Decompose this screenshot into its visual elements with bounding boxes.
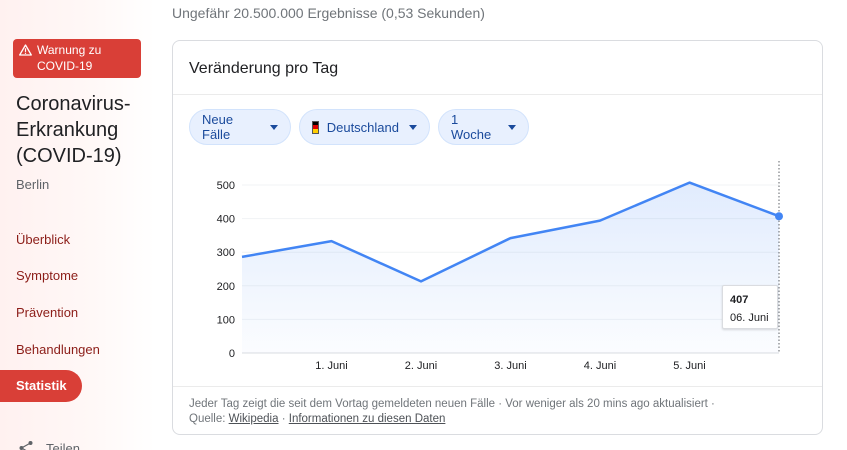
- tooltip-date: 06. Juni: [730, 312, 769, 324]
- topic-title: Coronavirus-Erkrankung (COVID-19): [16, 93, 131, 167]
- caret-down-icon: [270, 124, 278, 130]
- warning-label: Warnung zu COVID-19: [37, 43, 102, 73]
- metric-dropdown[interactable]: Neue Fälle: [189, 109, 291, 145]
- y-tick-label: 500: [217, 180, 235, 192]
- separator: ·: [281, 413, 286, 425]
- data-point: [775, 212, 783, 221]
- divider: [173, 386, 822, 387]
- x-tick-label: 1. Juni: [315, 360, 347, 372]
- footer-note: Jeder Tag zeigt die seit dem Vortag geme…: [189, 398, 715, 410]
- cases-line-chart: 0 100 200 300 400 500 1. Juni 2. Juni 3. Juni 4. …: [217, 161, 783, 372]
- sidebar-item-prevention[interactable]: Prävention: [16, 305, 79, 320]
- sidebar-item-treatments[interactable]: Behandlungen: [16, 342, 100, 357]
- sidebar: Warnung zu COVID-19 Coronavirus-Erkranku…: [0, 0, 155, 450]
- share-button[interactable]: Teilen: [18, 440, 80, 450]
- y-tick-label: 400: [217, 214, 235, 226]
- data-info-link[interactable]: Informationen zu diesen Daten: [288, 413, 446, 425]
- x-tick-label: 4. Juni: [584, 360, 616, 372]
- footer-source: Quelle: Wikipedia · Informationen zu die…: [189, 412, 445, 426]
- y-tick-label: 0: [229, 348, 235, 360]
- caret-down-icon: [508, 124, 516, 130]
- series-line: [241, 181, 780, 283]
- topic-location: Berlin: [16, 177, 50, 192]
- chart-tooltip: 407 06. Juni: [722, 285, 778, 329]
- x-tick-label: 2. Juni: [405, 360, 437, 372]
- statistics-card: Veränderung pro Tag Neue Fälle Deutschla…: [172, 40, 823, 435]
- range-dropdown-label: 1 Woche: [451, 112, 492, 142]
- range-dropdown[interactable]: 1 Woche: [438, 109, 529, 145]
- metric-dropdown-label: Neue Fälle: [202, 112, 234, 142]
- sidebar-item-statistics[interactable]: Statistik: [0, 370, 82, 402]
- area-fill: [242, 182, 779, 353]
- divider: [173, 94, 822, 95]
- warning-icon: [19, 44, 32, 56]
- source-link-wikipedia[interactable]: Wikipedia: [228, 413, 279, 425]
- covid-warning-badge[interactable]: Warnung zu COVID-19: [13, 39, 141, 78]
- source-label: Quelle:: [189, 413, 226, 425]
- share-icon: [19, 441, 33, 450]
- x-tick-label: 3. Juni: [494, 360, 526, 372]
- tooltip-value: 407: [730, 294, 749, 306]
- y-tick-label: 200: [217, 281, 235, 293]
- caret-down-icon: [409, 124, 417, 130]
- sidebar-item-overview[interactable]: Überblick: [16, 232, 71, 247]
- y-tick-label: 100: [217, 314, 235, 326]
- share-label: Teilen: [46, 440, 80, 450]
- y-tick-label: 300: [217, 247, 235, 259]
- x-tick-label: 5. Juni: [673, 360, 705, 372]
- card-title: Veränderung pro Tag: [189, 60, 339, 77]
- region-dropdown-label: Deutschland: [326, 119, 399, 135]
- region-dropdown[interactable]: Deutschland: [299, 109, 430, 145]
- germany-flag-icon: [312, 120, 319, 134]
- sidebar-item-symptoms[interactable]: Symptome: [16, 268, 79, 283]
- result-stats: Ungefähr 20.500.000 Ergebnisse (0,53 Sek…: [172, 5, 485, 21]
